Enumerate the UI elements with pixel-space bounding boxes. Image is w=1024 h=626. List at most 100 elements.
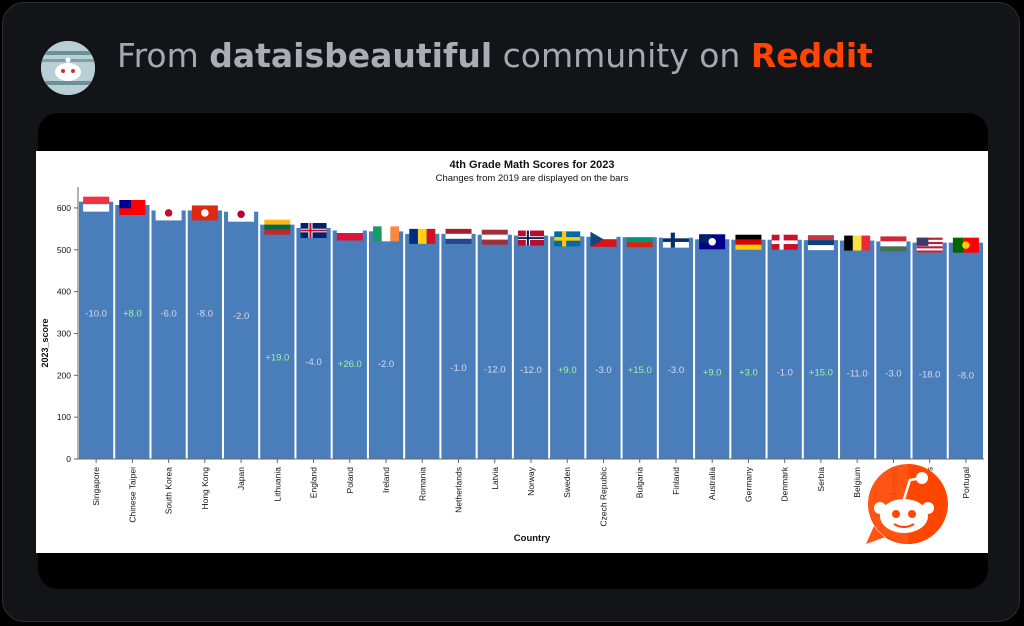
x-tick-label: Chinese Taipei — [127, 467, 137, 523]
bar — [405, 233, 440, 459]
change-label: -1.0 — [450, 363, 466, 374]
flag-icon — [409, 228, 436, 244]
x-tick-label: Czech Republic — [598, 466, 608, 526]
change-label: -11.0 — [847, 369, 868, 380]
flag-icon — [735, 234, 762, 250]
flag-icon — [445, 228, 472, 244]
x-axis: Singapore Chinese Taipei South Korea Hong K… — [78, 458, 984, 527]
x-tick-label: Hong Kong — [200, 467, 210, 510]
post-header: From dataisbeautiful community on Reddit — [117, 33, 873, 79]
y-axis: 0 100 200 300 400 500 600 — [57, 187, 79, 464]
y-tick-label: 200 — [57, 370, 71, 380]
bar — [260, 224, 295, 459]
x-tick-label: Australia — [707, 467, 717, 500]
bar — [876, 241, 911, 459]
y-tick-label: 500 — [57, 245, 71, 255]
y-tick-label: 600 — [57, 203, 71, 213]
x-tick-label: Norway — [526, 466, 536, 496]
x-tick-label: Singapore — [91, 467, 101, 506]
bar — [296, 228, 331, 459]
y-tick-label: 0 — [66, 454, 71, 464]
flag-icon — [880, 236, 907, 252]
x-tick-label: Portugal — [961, 467, 971, 499]
flag-icon — [771, 234, 798, 250]
bar — [368, 231, 404, 459]
bar — [803, 240, 839, 459]
change-label: -6.0 — [160, 309, 176, 320]
x-tick-label: Belgium — [852, 467, 862, 498]
y-tick-label: 400 — [57, 287, 71, 297]
change-label: -8.0 — [197, 309, 213, 320]
y-tick-label: 100 — [57, 412, 71, 422]
change-label: +9.0 — [558, 365, 577, 376]
bar — [151, 210, 186, 459]
community-name[interactable]: dataisbeautiful — [209, 36, 493, 75]
community-avatar[interactable] — [41, 41, 95, 95]
bar — [586, 236, 621, 459]
x-tick-label: Romania — [417, 467, 427, 501]
flag-icon — [481, 229, 508, 245]
x-axis-label: Country — [514, 533, 551, 544]
platform-name[interactable]: Reddit — [750, 36, 873, 75]
flag-icon — [844, 235, 871, 251]
bar — [79, 201, 114, 459]
change-label: -2.0 — [233, 311, 249, 322]
flag-icon — [590, 231, 617, 247]
change-label: +15.0 — [628, 365, 652, 376]
flag-icon — [373, 226, 400, 242]
flag-icon — [83, 196, 110, 212]
x-tick-label: Finland — [671, 467, 681, 495]
bar — [513, 235, 549, 459]
change-label: -12.0 — [484, 364, 506, 375]
change-label: -18.0 — [919, 369, 941, 380]
change-label: -1.0 — [776, 367, 792, 378]
bar — [477, 234, 512, 459]
change-label: -12.0 — [520, 365, 542, 376]
bar — [695, 239, 730, 459]
bar — [767, 239, 802, 459]
bar — [223, 211, 259, 459]
change-label: -10.0 — [85, 309, 107, 320]
change-label: +26.0 — [338, 359, 362, 370]
flag-icon — [228, 206, 255, 222]
bar — [187, 210, 222, 459]
change-label: -3.0 — [885, 369, 901, 380]
x-tick-label: Bulgaria — [635, 467, 645, 498]
x-tick-label: England — [309, 467, 319, 498]
x-tick-label: Germany — [743, 466, 753, 502]
chart-image: 4th Grade Math Scores for 2023 Changes f… — [36, 151, 988, 553]
flag-icon — [952, 237, 979, 253]
y-axis-label: 2023_score — [40, 318, 50, 367]
snoo-icon — [41, 41, 95, 95]
change-label: -3.0 — [668, 365, 684, 376]
change-label: +3.0 — [739, 367, 758, 378]
bar — [658, 237, 694, 459]
change-label: -8.0 — [958, 371, 974, 382]
header-middle: community on — [492, 36, 751, 75]
change-label: -3.0 — [595, 365, 611, 376]
bar — [731, 239, 766, 459]
bar — [115, 204, 150, 459]
x-tick-label: Latvia — [490, 467, 500, 490]
x-tick-label: Lithuania — [272, 467, 282, 502]
bar — [948, 242, 983, 459]
bar — [840, 240, 875, 459]
flag-icon — [699, 234, 726, 250]
change-label: +15.0 — [809, 367, 833, 378]
change-label: -2.0 — [378, 359, 394, 370]
flag-icon — [191, 205, 218, 221]
flag-icon — [807, 235, 834, 251]
chart-title: 4th Grade Math Scores for 2023 — [449, 159, 614, 171]
change-label: +9.0 — [703, 367, 722, 378]
y-tick-label: 300 — [57, 328, 71, 338]
change-labels: -10.0 +8.0 -6.0 -8.0 -2.0 +19.0 -4.0 +26.0 -2.0 -… — [85, 309, 974, 382]
bar — [622, 237, 657, 459]
flag-icon — [662, 232, 689, 248]
flag-icon — [264, 219, 291, 235]
bar-chart: 4th Grade Math Scores for 2023 Changes f… — [40, 159, 984, 544]
flag-icon — [554, 231, 581, 247]
flags — [83, 196, 979, 253]
x-tick-label: South Korea — [164, 467, 174, 515]
x-tick-label: Sweden — [562, 467, 572, 498]
header-prefix: From — [117, 36, 210, 75]
